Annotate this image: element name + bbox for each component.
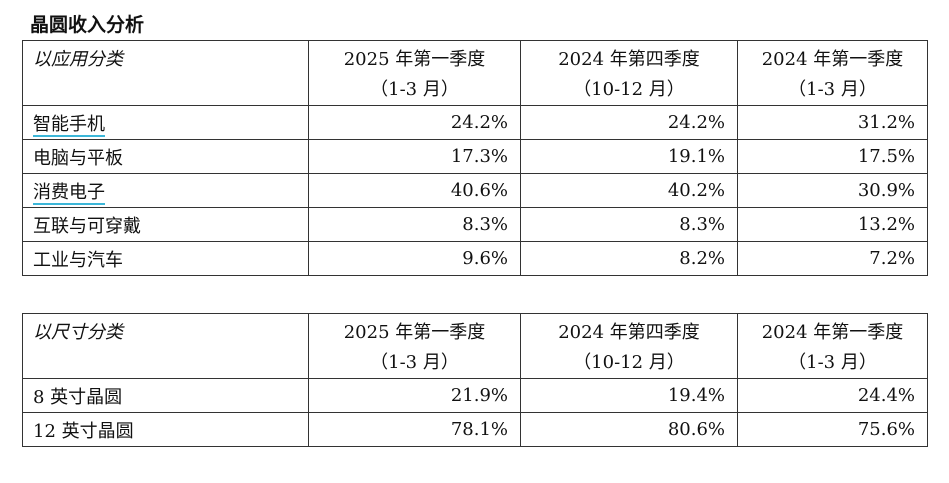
data-row: 互联与可穿戴 8.3% 8.3% 13.2%	[22, 207, 928, 242]
value-text: 40.6%	[450, 180, 508, 201]
value-text: 19.1%	[667, 146, 725, 167]
value-text: 21.9%	[450, 385, 508, 406]
value-cell: 75.6%	[737, 412, 928, 447]
data-row: 8 英寸晶圆 21.9% 19.4% 24.4%	[22, 378, 928, 413]
header-cell: 2025 年第一季度 （1-3 月）	[308, 313, 521, 379]
header-cell: 2024 年第四季度 （10-12 月）	[520, 313, 738, 379]
value-text: 24.4%	[857, 385, 915, 406]
value-text: 19.4%	[667, 385, 725, 406]
value-text: 13.2%	[857, 214, 915, 235]
title: 晶圆收入分析	[30, 14, 145, 36]
value-text: 30.9%	[857, 180, 915, 201]
header-text: （1-3 月）	[370, 352, 459, 373]
header-cell: 2024 年第一季度 （1-3 月）	[737, 40, 928, 106]
table: 以尺寸分类 2025 年第一季度 （1-3 月） 2024 年第四季度 （10-12 月…	[22, 313, 928, 447]
header-cell: 2024 年第一季度 （1-3 月）	[737, 313, 928, 379]
value-cell: 7.2%	[737, 241, 928, 276]
data-row: 工业与汽车 9.6% 8.2% 7.2%	[22, 241, 928, 276]
row-label: 智能手机	[22, 105, 309, 140]
value-cell: 17.3%	[308, 139, 521, 174]
header-cell: 以尺寸分类	[22, 313, 309, 379]
value-text: 31.2%	[857, 112, 915, 133]
header-text: （1-3 月）	[370, 79, 459, 100]
header-text: 2024 年第四季度	[558, 322, 700, 343]
value-cell: 8.3%	[520, 207, 738, 242]
row-label: 电脑与平板	[22, 139, 309, 174]
value-cell: 9.6%	[308, 241, 521, 276]
value-text: 8.3%	[462, 214, 508, 235]
value-text: 9.6%	[462, 248, 508, 269]
value-cell: 78.1%	[308, 412, 521, 447]
value-cell: 8.3%	[308, 207, 521, 242]
value-text: 24.2%	[450, 112, 508, 133]
value-text: 40.2%	[667, 180, 725, 201]
header-cell: 以应用分类	[22, 40, 309, 106]
data-row: 消费电子 40.6% 40.2% 30.9%	[22, 173, 928, 208]
value-cell: 19.1%	[520, 139, 738, 174]
header-text: 2024 年第一季度	[761, 49, 904, 70]
value-text: 75.6%	[857, 419, 915, 440]
header-cell: 2025 年第一季度 （1-3 月）	[308, 40, 521, 106]
header-text: 以应用分类	[33, 49, 123, 70]
label-text: 工业与汽车	[33, 249, 123, 271]
value-text: 80.6%	[667, 419, 725, 440]
value-cell: 21.9%	[308, 378, 521, 413]
header-text: （1-3 月）	[788, 79, 877, 100]
header-text: （1-3 月）	[788, 352, 877, 373]
value-cell: 13.2%	[737, 207, 928, 242]
header-row: 以应用分类 2025 年第一季度 （1-3 月） 2024 年第四季度 （10-12 月…	[22, 40, 928, 106]
row-label: 12 英寸晶圆	[22, 412, 309, 447]
value-cell: 24.2%	[308, 105, 521, 140]
label-text: 电脑与平板	[33, 147, 123, 169]
value-text: 78.1%	[450, 419, 508, 440]
value-cell: 8.2%	[520, 241, 738, 276]
row-label: 工业与汽车	[22, 241, 309, 276]
header-row: 以尺寸分类 2025 年第一季度 （1-3 月） 2024 年第四季度 （10-12 月…	[22, 313, 928, 379]
label-text: 互联与可穿戴	[33, 215, 141, 237]
row-label: 消费电子	[22, 173, 309, 208]
header-cell: 2024 年第四季度 （10-12 月）	[520, 40, 738, 106]
value-cell: 19.4%	[520, 378, 738, 413]
value-text: 17.3%	[450, 146, 508, 167]
header-text: 2024 年第四季度	[558, 49, 700, 70]
row-label: 互联与可穿戴	[22, 207, 309, 242]
value-cell: 40.6%	[308, 173, 521, 208]
header-text: （10-12 月）	[573, 79, 685, 100]
value-cell: 17.5%	[737, 139, 928, 174]
data-row: 智能手机 24.2% 24.2% 31.2%	[22, 105, 928, 140]
label-text: 12 英寸晶圆	[33, 420, 134, 442]
label-text[interactable]: 消费电子	[33, 181, 105, 205]
header-text: 2025 年第一季度	[343, 322, 486, 343]
header-text: （10-12 月）	[573, 352, 685, 373]
row-label: 8 英寸晶圆	[22, 378, 309, 413]
value-text: 8.3%	[679, 214, 725, 235]
value-cell: 30.9%	[737, 173, 928, 208]
value-text: 8.2%	[679, 248, 725, 269]
header-text: 以尺寸分类	[33, 322, 123, 343]
value-cell: 40.2%	[520, 173, 738, 208]
value-cell: 24.2%	[520, 105, 738, 140]
value-text: 7.2%	[869, 248, 915, 269]
value-text: 24.2%	[667, 112, 725, 133]
table: 以应用分类 2025 年第一季度 （1-3 月） 2024 年第四季度 （10-12 月…	[22, 40, 928, 276]
value-cell: 31.2%	[737, 105, 928, 140]
label-text[interactable]: 智能手机	[33, 113, 105, 137]
label-text: 8 英寸晶圆	[33, 386, 123, 408]
header-text: 2025 年第一季度	[343, 49, 486, 70]
data-row: 电脑与平板 17.3% 19.1% 17.5%	[22, 139, 928, 174]
header-text: 2024 年第一季度	[761, 322, 904, 343]
value-cell: 80.6%	[520, 412, 738, 447]
value-text: 17.5%	[857, 146, 915, 167]
value-cell: 24.4%	[737, 378, 928, 413]
data-row: 12 英寸晶圆 78.1% 80.6% 75.6%	[22, 412, 928, 447]
